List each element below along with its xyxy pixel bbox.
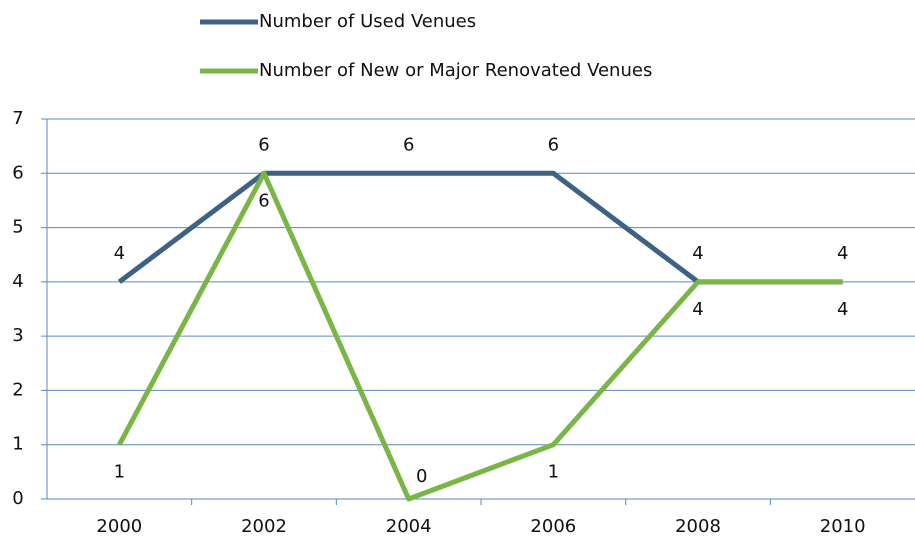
y-tick-label: 3 (12, 325, 23, 346)
data-label: 6 (403, 134, 414, 155)
data-label: 4 (837, 243, 848, 264)
y-tick-label: 7 (12, 108, 23, 129)
x-tick-label: 2010 (820, 516, 866, 537)
data-label: 0 (416, 466, 427, 487)
x-tick-label: 2008 (675, 516, 721, 537)
data-label: 4 (114, 243, 125, 264)
data-label: 4 (692, 299, 703, 320)
data-label: 6 (258, 190, 269, 211)
y-tick-label: 2 (12, 379, 23, 400)
y-tick-label: 5 (12, 217, 23, 238)
data-label: 6 (258, 134, 269, 155)
data-label: 1 (114, 462, 125, 483)
legend-label: Number of New or Major Renovated Venues (259, 60, 652, 81)
y-tick-label: 1 (12, 434, 23, 455)
data-label: 4 (837, 299, 848, 320)
data-label: 6 (548, 134, 559, 155)
x-tick-label: 2004 (386, 516, 432, 537)
legend-label: Number of Used Venues (259, 11, 476, 32)
series-line (117, 170, 843, 502)
x-tick-label: 2000 (96, 516, 142, 537)
x-tick-label: 2006 (530, 516, 576, 537)
data-label: 1 (548, 462, 559, 483)
y-tick-label: 4 (12, 271, 23, 292)
y-tick-label: 0 (12, 488, 23, 509)
x-tick-label: 2002 (241, 516, 287, 537)
data-label: 4 (692, 243, 703, 264)
y-tick-label: 6 (12, 162, 23, 183)
